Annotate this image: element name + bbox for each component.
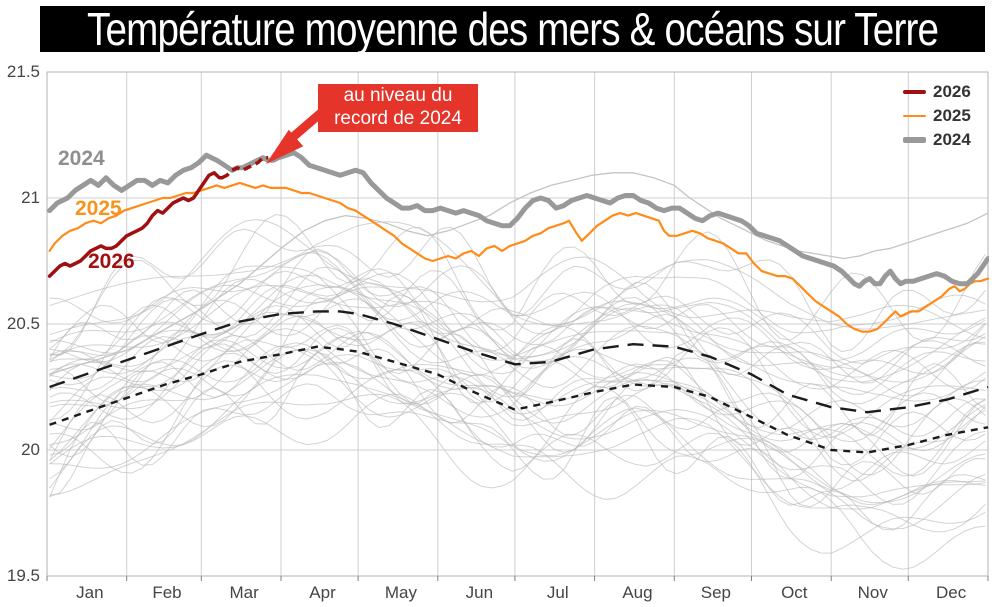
background-year-line [49, 383, 986, 531]
x-tick-label: Dec [936, 583, 967, 602]
annotation-line-2: record de 2024 [334, 107, 462, 129]
background-year-line [49, 342, 986, 505]
background-year-line [49, 393, 986, 570]
y-tick-label: 21.5 [6, 62, 40, 81]
series-line-2024 [47, 150, 989, 289]
series-line-2026_provisoire [221, 155, 269, 180]
background-year-line [49, 219, 986, 339]
background-year-line [49, 266, 986, 391]
x-tick-label: Oct [781, 583, 808, 602]
background-year-line [49, 213, 986, 356]
plot-frame [46, 71, 989, 577]
background-year-line [49, 297, 986, 480]
background-year-line [49, 221, 986, 330]
background-year-line [49, 282, 986, 384]
y-tick-label: 21 [21, 188, 40, 207]
background-year-line [49, 345, 986, 508]
background-year-line [49, 328, 986, 450]
x-tick-label: Mar [229, 583, 259, 602]
background-year-line [49, 272, 986, 383]
chart-title: Température moyenne des mers & océans su… [86, 3, 939, 55]
y-tick-label: 20 [21, 440, 40, 459]
x-tick-label: Jun [465, 583, 494, 602]
x-tick-label: Sep [700, 583, 732, 602]
legend-item-2025: 2025 [903, 104, 971, 128]
title-bar: Température moyenne des mers & océans su… [40, 6, 985, 52]
annotation-arrow-shaft [290, 108, 325, 141]
background-year-line [49, 284, 986, 431]
x-tick-label: May [384, 583, 417, 602]
background-year-line [49, 352, 986, 491]
series-line-dashed_mean_upper [49, 310, 989, 414]
series-label-2026: 2026 [88, 250, 135, 273]
series-label-2025: 2025 [75, 197, 122, 220]
legend: 2026 2025 2024 [903, 80, 971, 152]
background-year-line [49, 336, 986, 477]
background-year-line [49, 351, 986, 510]
series-label-2024: 2024 [58, 147, 105, 170]
background-year-line [49, 324, 986, 482]
legend-label: 2026 [933, 82, 971, 101]
legend-swatch-2025 [903, 114, 926, 118]
legend-item-2024: 2024 [903, 128, 971, 152]
series-line-2025 [48, 181, 989, 333]
annotation-box: au niveau du record de 2024 [318, 84, 478, 132]
background-year-line [49, 278, 986, 395]
background-year-line [49, 268, 986, 362]
legend-label: 2025 [933, 106, 971, 125]
x-tick-label: Nov [857, 583, 888, 602]
x-tick-label: Feb [152, 583, 182, 602]
background-year-line [49, 360, 986, 504]
background-year-line [49, 373, 986, 533]
background-year-line [49, 265, 986, 397]
background-year-line [49, 284, 986, 402]
legend-item-2026: 2026 [903, 80, 971, 104]
x-tick-label: Jan [76, 583, 104, 602]
annotation-line-1: au niveau du [343, 85, 453, 106]
legend-swatch-2026 [903, 90, 926, 94]
series-line-2026 [47, 171, 224, 278]
background-year-line [49, 315, 986, 466]
y-tick-label: 19.5 [6, 566, 40, 585]
background-year-line [49, 348, 986, 498]
legend-label: 2024 [933, 130, 971, 149]
background-year-line [49, 331, 986, 477]
background-year-line [49, 274, 986, 378]
series-line-dashed_mean_lower [49, 345, 989, 454]
background-year-line [49, 248, 986, 364]
annotation-arrow-head [266, 129, 304, 164]
legend-swatch-2024 [903, 137, 926, 143]
series-line-2023 [48, 172, 989, 376]
x-tick-label: Aug [622, 583, 653, 602]
background-year-line [49, 330, 986, 476]
x-tick-label: Jul [546, 583, 569, 602]
background-year-line [49, 361, 986, 506]
x-tick-label: Apr [309, 583, 336, 602]
y-tick-label: 20.5 [6, 314, 40, 333]
background-year-line [49, 250, 986, 344]
